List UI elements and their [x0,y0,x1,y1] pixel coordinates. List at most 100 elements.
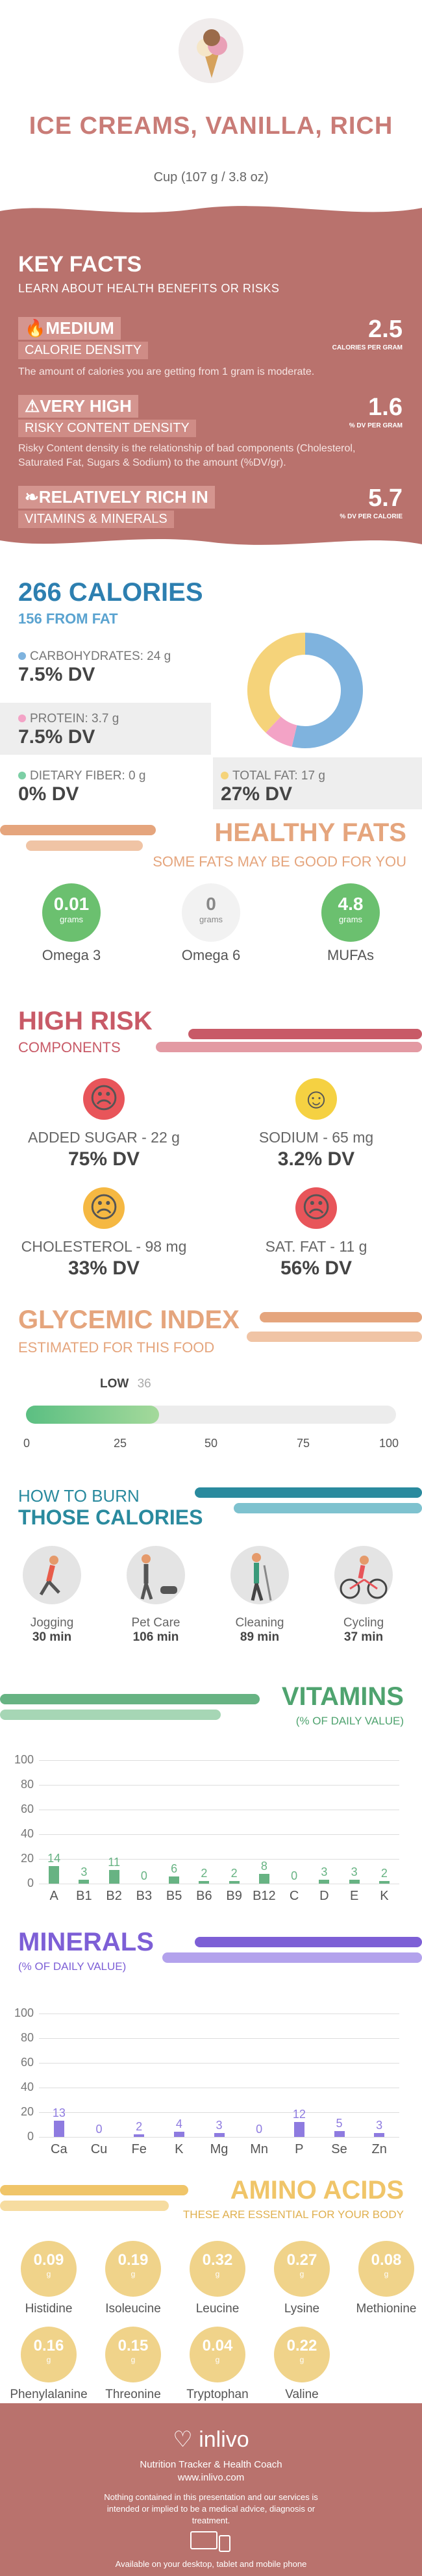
stripe [260,1312,422,1322]
amino-name: Histidine [25,2302,73,2316]
amino-title: AMINO ACIDS [230,2176,404,2204]
stripe [162,1952,422,1963]
x-tick-label: K [175,2142,184,2156]
bar [173,2132,184,2137]
amino-name: Valine [285,2388,319,2401]
fact-label-2: RISKY CONTENT DENSITY [18,420,196,437]
bar-value-label: 2 [230,1867,238,1880]
x-tick-label: Zn [371,2142,387,2156]
header-section: ICE CREAMS, VANILLA, RICH Cup (107 g / 3… [0,0,422,195]
calories-from-fat: 156 FROM FAT [18,611,118,627]
grid-line [39,2137,399,2138]
x-tick-label: B12 [253,1889,276,1903]
burn-section: HOW TO BURN THOSE CALORIES Jogging 30 min… [0,1474,422,1669]
macro-item: CARBOHYDRATES: 24 g 7.5% DV [18,650,171,685]
amino-circle: 0.09 g [21,2241,77,2297]
activity-jogging: Jogging 30 min [10,1546,94,1645]
macro-item: DIETARY FIBER: 0 g 0% DV [18,769,146,805]
amino-subtitle: THESE ARE ESSENTIAL FOR YOUR BODY [182,2208,404,2221]
bar-value-label: 3 [216,2119,223,2132]
bar-value-label: 3 [351,1865,358,1879]
fact-label: ⚠VERY HIGH [18,395,138,418]
amino-circle: 0.04 g [190,2327,245,2382]
bar [169,1876,180,1884]
fat-name: MUFAs [327,947,375,963]
amino-grid: 0.09 g Histidine 0.19 g Isoleucine 0.32 g Leucin… [0,2176,422,2401]
dot-icon [18,772,26,779]
y-tick-label: 80 [20,2031,34,2044]
activity-cycling: Cycling 37 min [321,1546,406,1645]
x-tick-label: B6 [196,1889,212,1903]
tick-label: 75 [297,1437,310,1450]
activity-cleaning: Cleaning 89 min [217,1546,302,1645]
x-tick-label: D [319,1889,329,1903]
y-tick-label: 40 [20,2080,34,2093]
grid-line [39,1859,399,1860]
key-facts-title: KEY FACTS [18,252,142,277]
band [213,757,422,809]
y-tick-label: 100 [14,2006,34,2019]
glycemic-subtitle: ESTIMATED FOR THIS FOOD [18,1339,215,1356]
amino-circle: 0.19 g [105,2241,161,2297]
fat-name: Omega 6 [181,947,241,963]
amino-name: Isoleucine [105,2302,161,2316]
available-note: Available on your desktop, tablet and mo… [115,2559,307,2569]
mufas-circle: 4.8 grams [321,883,380,942]
amino-name: Methionine [356,2302,417,2316]
fact-label-2: VITAMINS & MINERALS [18,511,174,528]
y-tick-label: 40 [20,1827,34,1840]
y-tick-label: 100 [14,1753,34,1766]
healthy-fats-subtitle: SOME FATS MAY BE GOOD FOR YOU [153,853,406,870]
x-tick-label: Ca [51,2142,68,2156]
high-risk-title: HIGH RISK [18,1007,153,1035]
bar-value-label: 3 [81,1865,88,1879]
vitamins-subtitle: (% OF DAILY VALUE) [295,1715,404,1727]
bar-value-label: 3 [321,1865,328,1879]
high-risk-section: HIGH RISK COMPONENTS ☹ ADDED SUGAR - 22 … [0,1007,422,1280]
leaf-icon: ❧ [25,487,39,507]
bar-value-label: 11 [108,1856,120,1869]
bar [319,1880,330,1884]
x-tick-label: P [295,2142,304,2156]
macro-donut-chart [247,633,363,748]
stripe [0,2201,169,2211]
sad-face-icon: ☹ [295,1187,337,1229]
heart-icon: ♡ [173,2427,193,2452]
amino-name: Leucine [195,2302,240,2316]
risk-dv: 3.2% DV [277,1148,355,1170]
x-tick-label: B3 [136,1889,153,1903]
wave-divider [0,538,422,559]
bar [134,2134,145,2137]
amino-circle: 0.08 g [358,2241,414,2297]
happy-face-icon: ☺ [295,1078,337,1120]
bar [108,1870,119,1884]
x-tick-label: A [49,1889,58,1903]
risk-dv: 75% DV [68,1148,140,1170]
amino-name: Tryptophan [186,2388,249,2401]
vitamins-section: VITAMINS (% OF DAILY VALUE) 100 80 60 40 20 0… [0,1682,422,1916]
minerals-section: MINERALS (% OF DAILY VALUE) 100 80 60 40 20 0… [0,1923,422,2169]
disclaimer: Nothing contained in this presentation a… [104,2492,318,2525]
macro-item: TOTAL FAT: 17 g 27% DV [221,769,325,805]
website-link[interactable]: www.inlivo.com [177,2472,245,2483]
grid-line [39,2063,399,2064]
stripe [0,1710,221,1720]
stripe [0,825,156,835]
y-tick-label: 60 [20,2056,34,2069]
wave-divider [0,195,422,213]
dot-icon [18,714,26,722]
risk-name: SAT. FAT - 11 g [265,1238,367,1255]
bar [49,1866,60,1884]
x-tick-label: B9 [226,1889,242,1903]
x-tick-label: Mg [210,2142,229,2156]
risk-name: ADDED SUGAR - 22 g [28,1129,180,1146]
risk-dv: 33% DV [68,1257,140,1279]
bar-value-label: 0 [95,2123,103,2136]
amino-circle: 0.32 g [190,2241,245,2297]
minerals-title: MINERALS [18,1928,154,1956]
fact-value: 2.5 [368,316,403,343]
footer: ♡ inlivo Nutrition Tracker & Health Coac… [0,2403,422,2576]
y-tick-label: 0 [27,1876,34,1889]
cleaning-icon [230,1546,289,1604]
calories-title: 266 CALORIES [18,578,203,607]
